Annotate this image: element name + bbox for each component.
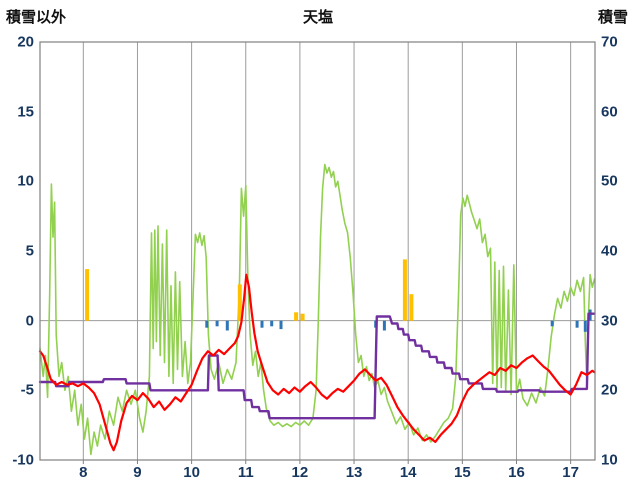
blue-bars-bar bbox=[260, 320, 264, 328]
orange-bars-bar bbox=[409, 294, 414, 321]
chart-title: 天塩 bbox=[302, 9, 333, 26]
left-axis-title: 積雪以外 bbox=[6, 9, 67, 26]
plot-border bbox=[39, 41, 596, 461]
blue-bars-bar bbox=[279, 320, 283, 330]
orange-bars-bar bbox=[294, 312, 299, 321]
blue-bars-bar bbox=[382, 320, 386, 331]
blue-bars-bar bbox=[588, 309, 592, 321]
right-axis-title: 積雪 bbox=[597, 9, 628, 26]
blue-bars-bar bbox=[225, 320, 229, 331]
blue-bars-bar bbox=[270, 320, 274, 327]
orange-bars-bar bbox=[85, 269, 90, 321]
blue-bars-bar bbox=[583, 320, 587, 332]
orange-bars-bar bbox=[237, 284, 242, 321]
orange-bars-bar bbox=[402, 259, 407, 321]
blue-bars-bar bbox=[550, 320, 554, 327]
purple-series-line bbox=[38, 312, 596, 420]
blue-bars-bar bbox=[575, 320, 579, 328]
green-series-line bbox=[39, 163, 596, 456]
blue-bars-bar bbox=[215, 320, 219, 327]
red-series-line bbox=[38, 273, 596, 452]
blue-bars-bar bbox=[205, 320, 209, 328]
orange-bars-bar bbox=[300, 313, 305, 321]
